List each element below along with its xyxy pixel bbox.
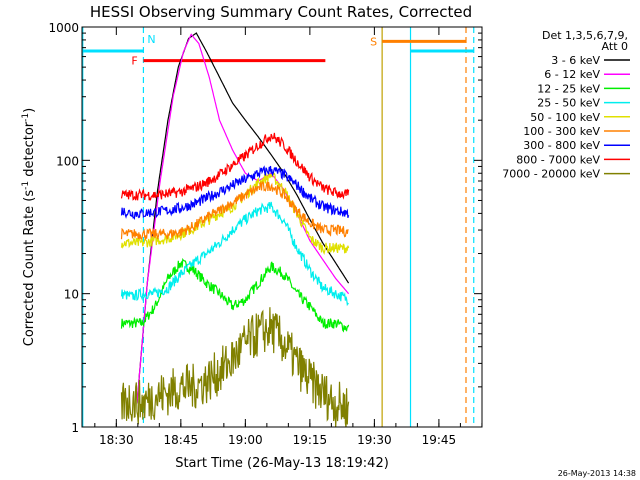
- series-line-6: [120, 165, 350, 220]
- series-line-8: [120, 307, 350, 428]
- y-tick-label-0: 1: [71, 421, 79, 435]
- y-axis-label-sup2: -1: [21, 113, 31, 122]
- chart-title: HESSI Observing Summary Count Rates, Cor…: [90, 3, 472, 21]
- legend-header-line1: Det 1,3,5,6,7,9,: [542, 29, 628, 42]
- x-tick-label-1: 18:45: [164, 433, 199, 447]
- legend-header-line2: Att 0: [602, 40, 628, 53]
- axes: 18:30 18:45 19:00 19:15 19:30 19:45 1 10 100 1000: [48, 21, 483, 447]
- y-axis-label-end: ): [22, 108, 37, 113]
- vertical-markers: [82, 27, 475, 427]
- legend-label-3: 25 - 50 keV: [537, 97, 600, 110]
- x-tick-label-3: 19:15: [293, 433, 328, 447]
- series-line-7: [120, 132, 350, 202]
- y-axis-label-sup1: -1: [21, 181, 31, 190]
- series-lines: [120, 32, 350, 428]
- series-line-4: [120, 171, 350, 255]
- x-tick-label-0: 18:30: [99, 433, 134, 447]
- legend-label-1: 6 - 12 keV: [544, 68, 600, 81]
- plot-frame: [81, 26, 483, 428]
- y-tick-label-1: 10: [64, 288, 79, 302]
- legend-label-0: 3 - 6 keV: [551, 54, 600, 67]
- state-bars: NF S: [82, 33, 474, 68]
- x-tick-label-4: 19:30: [357, 433, 392, 447]
- state-bar-label-3: F: [131, 55, 137, 68]
- state-bar-label-4: S: [370, 35, 377, 48]
- series-line-3: [120, 201, 349, 307]
- series-line-5: [120, 181, 349, 241]
- x-axis-label: Start Time (26-May-13 18:19:42): [175, 456, 389, 471]
- legend-label-7: 800 - 7000 keV: [516, 153, 600, 166]
- y-axis-label: Corrected Count Rate (s-1 detector-1): [21, 108, 37, 346]
- y-tick-label-2: 100: [56, 154, 79, 168]
- series-line-2: [120, 257, 350, 333]
- legend-label-5: 100 - 300 keV: [523, 125, 600, 138]
- y-tick-label-3: 1000: [48, 21, 79, 35]
- legend-label-2: 12 - 25 keV: [537, 82, 600, 95]
- y-axis-label-mid: detector: [22, 121, 37, 181]
- legend-label-4: 50 - 100 keV: [530, 111, 600, 124]
- generated-timestamp: 26-May-2013 14:38: [558, 469, 636, 478]
- legend-label-6: 300 - 800 keV: [523, 139, 600, 152]
- y-axis-label-main: Corrected Count Rate (s: [22, 190, 37, 347]
- state-bar-label-2: N: [147, 33, 155, 46]
- x-tick-label-2: 19:00: [228, 433, 263, 447]
- legend-label-8: 7000 - 20000 keV: [502, 168, 600, 181]
- x-tick-label-5: 19:45: [422, 433, 457, 447]
